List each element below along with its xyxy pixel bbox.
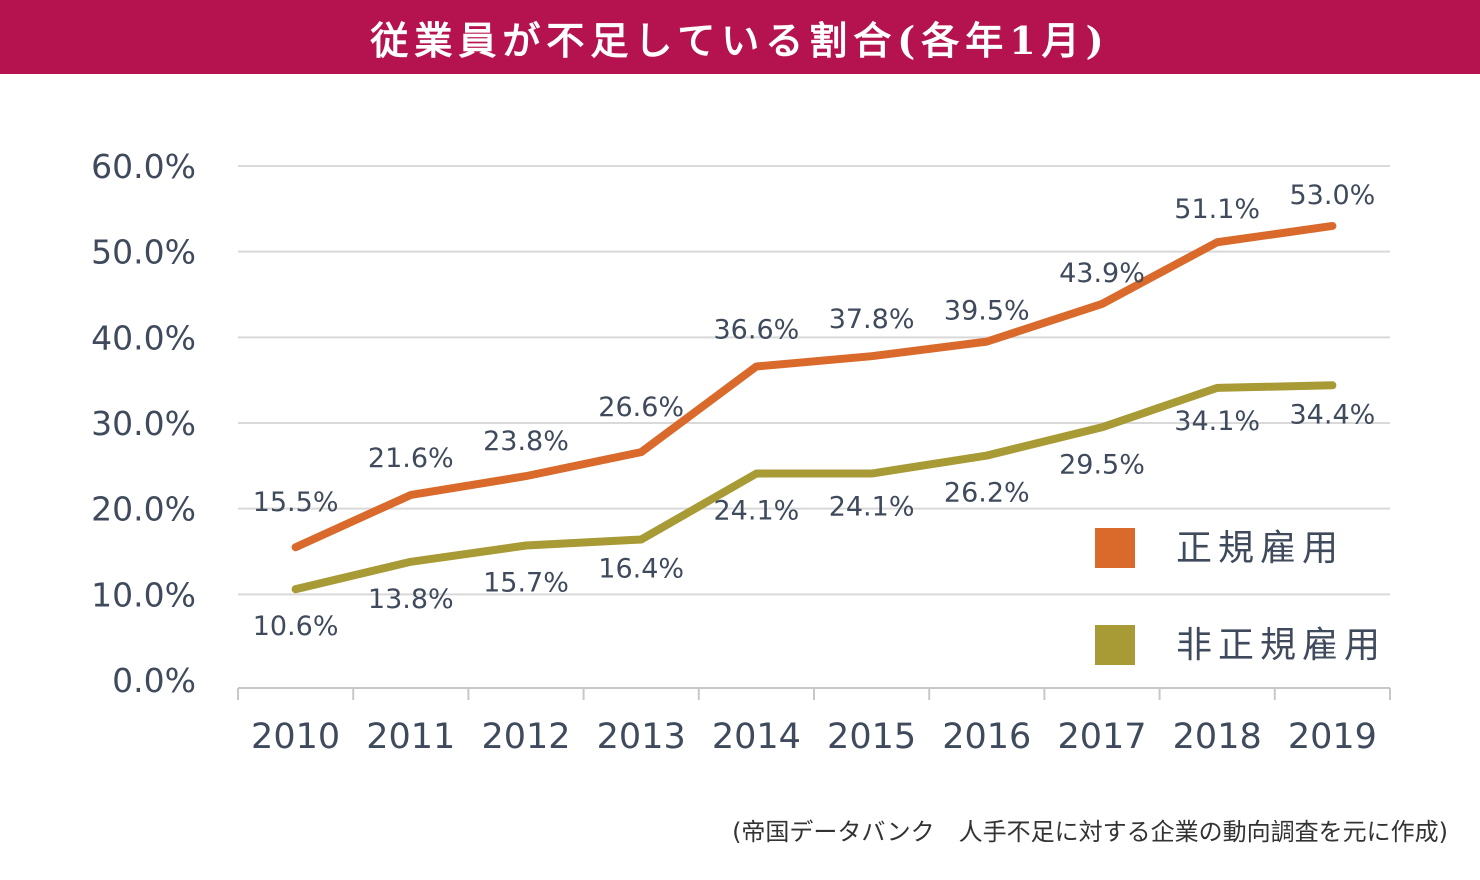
chart-title: 従業員が不足している割合(各年1月) xyxy=(370,17,1110,63)
legend-swatch xyxy=(1095,625,1135,665)
data-label-regular: 26.6% xyxy=(598,392,684,423)
y-tick-label: 30.0% xyxy=(91,404,196,443)
legend-swatch xyxy=(1095,528,1135,568)
x-tick-label: 2013 xyxy=(597,717,686,757)
y-tick-label: 50.0% xyxy=(91,233,196,272)
data-label-non-regular: 13.8% xyxy=(368,584,454,615)
x-tick-label: 2011 xyxy=(366,717,455,757)
data-label-regular: 39.5% xyxy=(944,296,1030,327)
title-bar: 従業員が不足している割合(各年1月) xyxy=(0,0,1480,74)
data-label-non-regular: 34.1% xyxy=(1174,406,1260,437)
data-label-regular: 53.0% xyxy=(1290,180,1376,211)
data-label-non-regular: 10.6% xyxy=(253,611,339,642)
x-tick-label: 2015 xyxy=(827,717,916,757)
data-label-regular: 23.8% xyxy=(483,426,569,457)
data-label-regular: 21.6% xyxy=(368,443,454,474)
data-label-non-regular: 26.2% xyxy=(944,478,1030,509)
x-tick-label: 2016 xyxy=(942,717,1031,757)
data-label-non-regular: 24.1% xyxy=(829,492,915,523)
x-tick-label: 2019 xyxy=(1288,717,1377,757)
x-tick-label: 2010 xyxy=(251,717,340,757)
y-tick-label: 0.0% xyxy=(112,661,196,700)
legend-label: 非正規雇用 xyxy=(1176,625,1386,666)
x-tick-label: 2014 xyxy=(712,717,801,757)
y-tick-label: 60.0% xyxy=(91,147,196,186)
data-label-regular: 51.1% xyxy=(1174,194,1260,225)
y-tick-label: 10.0% xyxy=(91,575,196,614)
x-tick-label: 2017 xyxy=(1057,717,1146,757)
data-label-regular: 36.6% xyxy=(714,314,800,345)
data-label-regular: 15.5% xyxy=(253,487,339,518)
series-line-non-regular xyxy=(291,381,1337,594)
x-tick-label: 2018 xyxy=(1173,717,1262,757)
x-tick-label: 2012 xyxy=(481,717,570,757)
y-tick-label: 20.0% xyxy=(91,490,196,529)
y-tick-label: 40.0% xyxy=(91,318,196,357)
data-label-non-regular: 24.1% xyxy=(714,496,800,527)
data-label-regular: 43.9% xyxy=(1059,258,1145,289)
data-label-non-regular: 16.4% xyxy=(598,554,684,585)
data-label-non-regular: 34.4% xyxy=(1290,399,1376,430)
source-note: (帝国データバンク 人手不足に対する企業の動向調査を元に作成) xyxy=(732,818,1448,846)
data-label-regular: 37.8% xyxy=(829,304,915,335)
data-label-non-regular: 29.5% xyxy=(1059,449,1145,480)
data-label-non-regular: 15.7% xyxy=(483,568,569,599)
legend-label: 正規雇用 xyxy=(1176,528,1344,569)
series-line-regular xyxy=(291,221,1337,552)
